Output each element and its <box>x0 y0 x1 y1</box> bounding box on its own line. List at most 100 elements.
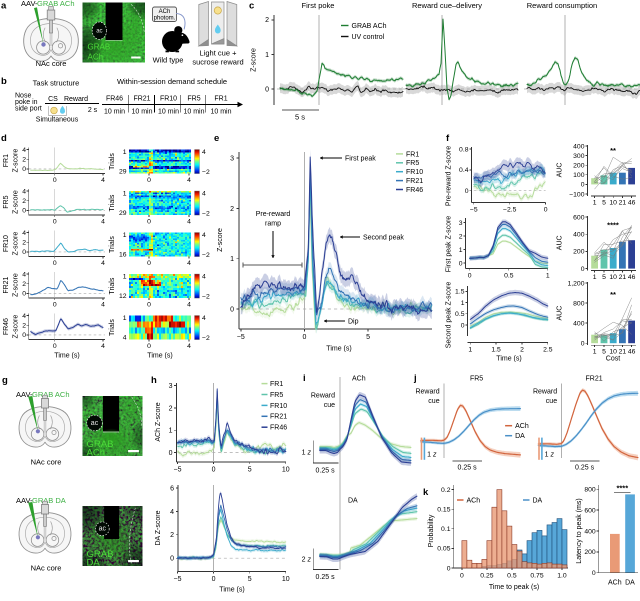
svg-text:j: j <box>413 373 417 384</box>
svg-text:0.2: 0.2 <box>441 487 451 494</box>
svg-text:GRAB ACh: GRAB ACh <box>32 390 70 399</box>
svg-text:10: 10 <box>609 349 617 356</box>
svg-text:FR5: FR5 <box>470 376 483 383</box>
svg-text:0: 0 <box>22 166 26 173</box>
svg-text:FR21: FR21 <box>3 276 10 293</box>
svg-text:3: 3 <box>169 383 173 390</box>
svg-text:2: 2 <box>22 281 26 288</box>
svg-text:FR10: FR10 <box>3 235 10 252</box>
svg-text:0: 0 <box>53 219 57 226</box>
svg-text:Trials: Trials <box>109 194 116 211</box>
svg-text:ACh: ACh <box>159 9 171 15</box>
svg-text:21: 21 <box>619 349 627 356</box>
svg-text:4: 4 <box>187 177 191 184</box>
svg-text:1: 1 <box>123 274 127 281</box>
svg-text:FR1: FR1 <box>270 381 283 388</box>
svg-text:FR1: FR1 <box>3 154 10 167</box>
svg-text:Reward: Reward <box>415 389 439 396</box>
svg-text:4: 4 <box>187 302 191 309</box>
svg-text:5: 5 <box>248 467 252 474</box>
svg-text:0.25 s: 0.25 s <box>316 468 336 475</box>
svg-text:0.1: 0.1 <box>441 526 451 533</box>
svg-text:10 min: 10 min <box>131 109 152 116</box>
svg-text:1: 1 <box>265 52 269 59</box>
svg-text:FR1: FR1 <box>214 96 227 103</box>
svg-text:**: ** <box>610 290 616 299</box>
svg-text:First poke: First poke <box>302 1 335 10</box>
svg-text:UV control: UV control <box>352 34 385 41</box>
svg-text:NAc core: NAc core <box>31 458 62 467</box>
svg-text:1.5: 1.5 <box>455 289 465 296</box>
svg-text:0.75: 0.75 <box>530 573 543 580</box>
svg-text:AAV-: AAV- <box>16 496 33 505</box>
svg-text:GRAB: GRAB <box>87 549 114 560</box>
svg-text:−5: −5 <box>470 207 478 214</box>
svg-text:ACh: ACh <box>515 423 529 430</box>
svg-text:0: 0 <box>212 467 216 474</box>
svg-text:Probability: Probability <box>428 514 435 547</box>
svg-text:0: 0 <box>22 208 26 215</box>
svg-text:Within-session demand schedule: Within-session demand schedule <box>117 77 227 86</box>
svg-text:0: 0 <box>303 334 307 341</box>
svg-text:f: f <box>446 133 450 144</box>
svg-text:1: 1 <box>546 273 550 280</box>
svg-text:Trials: Trials <box>109 319 116 336</box>
svg-text:1.0: 1.0 <box>557 573 567 580</box>
svg-text:Reward: Reward <box>311 393 335 400</box>
svg-text:−5: −5 <box>174 576 182 583</box>
svg-text:4: 4 <box>101 177 105 184</box>
svg-text:DA: DA <box>625 580 635 587</box>
svg-text:FR1: FR1 <box>406 151 419 158</box>
svg-text:1: 1 <box>169 428 173 435</box>
svg-text:Z-score: Z-score <box>217 228 224 252</box>
svg-text:400: 400 <box>584 528 596 535</box>
svg-text:600: 600 <box>584 507 596 514</box>
svg-text:First peak: First peak <box>345 156 376 163</box>
svg-text:FR21: FR21 <box>133 96 150 103</box>
svg-text:10: 10 <box>609 274 617 281</box>
svg-text:0.5: 0.5 <box>455 311 465 318</box>
svg-text:0.25: 0.25 <box>480 573 493 580</box>
svg-text:d: d <box>1 133 7 144</box>
svg-text:FR5: FR5 <box>187 96 200 103</box>
svg-text:c: c <box>249 1 254 12</box>
svg-text:Trials: Trials <box>109 236 116 253</box>
svg-text:0.8: 0.8 <box>459 146 469 153</box>
svg-text:0: 0 <box>265 86 269 93</box>
svg-text:ACh: ACh <box>88 53 104 62</box>
svg-text:DA: DA <box>87 557 101 568</box>
svg-text:b: b <box>1 76 7 87</box>
svg-text:Time (s): Time (s) <box>326 346 351 353</box>
svg-text:−2: −2 <box>202 294 210 301</box>
svg-text:1: 1 <box>123 315 127 322</box>
svg-text:1: 1 <box>123 149 127 156</box>
svg-text:Z-score: Z-score <box>13 232 20 256</box>
svg-text:GRAB DA: GRAB DA <box>32 496 66 505</box>
svg-text:1.5: 1.5 <box>491 347 501 354</box>
svg-text:GRAB ACh: GRAB ACh <box>352 23 387 30</box>
svg-text:FR10: FR10 <box>270 403 287 410</box>
svg-text:16: 16 <box>119 252 127 259</box>
svg-text:2.5: 2.5 <box>543 347 553 354</box>
svg-text:6: 6 <box>170 485 174 492</box>
svg-text:300: 300 <box>573 153 585 160</box>
svg-text:2: 2 <box>459 233 463 240</box>
svg-text:21: 21 <box>619 199 627 206</box>
svg-text:0: 0 <box>461 322 465 329</box>
svg-text:5: 5 <box>366 334 370 341</box>
svg-text:29: 29 <box>119 210 127 217</box>
svg-text:Z-score: Z-score <box>251 48 258 72</box>
svg-text:1: 1 <box>459 247 463 254</box>
svg-text:0: 0 <box>581 341 585 348</box>
svg-text:g: g <box>2 375 8 386</box>
svg-text:46: 46 <box>628 274 636 281</box>
svg-text:FR21: FR21 <box>270 414 287 421</box>
svg-text:Reward cue–delivery: Reward cue–delivery <box>412 1 482 10</box>
svg-text:21: 21 <box>619 274 627 281</box>
svg-text:ACh: ACh <box>87 447 105 458</box>
svg-text:0: 0 <box>53 260 57 267</box>
svg-text:0.5: 0.5 <box>507 573 517 580</box>
svg-text:side port: side port <box>15 106 42 113</box>
svg-text:0: 0 <box>592 570 596 577</box>
svg-text:100: 100 <box>573 172 585 179</box>
